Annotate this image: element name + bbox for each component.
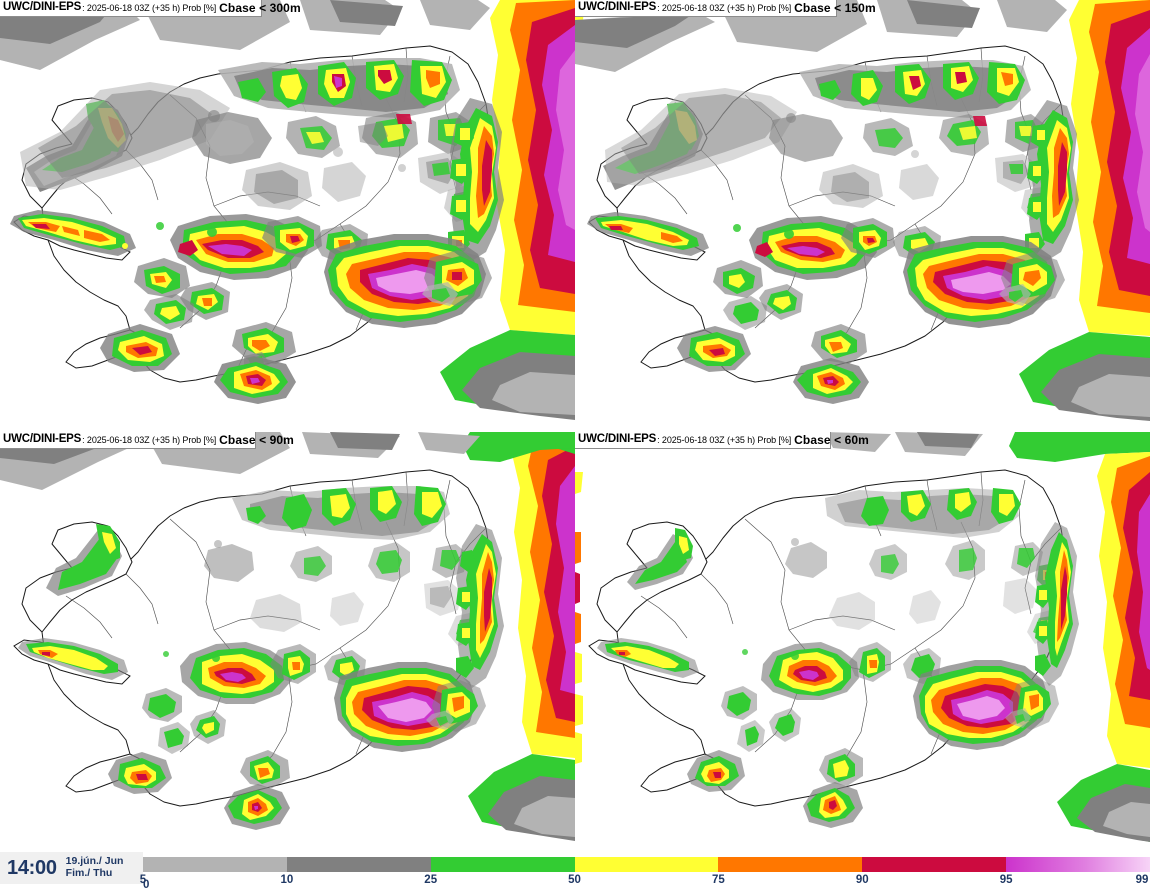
- run-label: : 2025-06-18 03Z (+35 h) Prob [%]: [82, 2, 217, 13]
- field-label: Cbase < 90m: [219, 433, 294, 447]
- valid-time-clock: 14:00: [7, 856, 57, 879]
- colorbar-segment-50-75: [574, 857, 719, 872]
- field-label: Cbase < 60m: [794, 433, 869, 447]
- colorbar-tick-90: 90: [855, 874, 869, 886]
- colorbar-gradient-strip: [143, 857, 1150, 872]
- colorbar-segment-95-99: [1006, 857, 1150, 872]
- colorbar-tick-5: 5: [139, 874, 147, 886]
- run-label: : 2025-06-18 03Z (+35 h) Prob [%]: [657, 434, 792, 445]
- model-label: UWC/DINI-EPS: [3, 1, 82, 14]
- colorbar-tick-50: 50: [568, 874, 581, 886]
- colorbar-tick-75: 75: [712, 874, 725, 886]
- probability-colorbar: 0 5 10 25 50 75 90 95 99: [139, 857, 1150, 891]
- colorbar-segment-10-25: [286, 857, 431, 872]
- map-canvas-cbase-90m: [0, 432, 575, 852]
- model-label: UWC/DINI-EPS: [3, 433, 82, 446]
- panel-title-cbase-300m: UWC/DINI-EPS : 2025-06-18 03Z (+35 h) Pr…: [0, 0, 301, 17]
- colorbar-ticks: 5 10 25 50 75 90 95 99: [139, 874, 1150, 890]
- colorbar-tick-25: 25: [424, 874, 438, 886]
- map-canvas-cbase-150m: [575, 0, 1150, 428]
- valid-time-date: 19.jún./ Jun Fim./ Thu: [65, 855, 124, 880]
- panel-title-cbase-90m: UWC/DINI-EPS : 2025-06-18 03Z (+35 h) Pr…: [0, 432, 294, 449]
- field-label: Cbase < 300m: [219, 1, 301, 15]
- legend-bar: 14:00 19.jún./ Jun Fim./ Thu 0 5 10 25 50 75…: [0, 852, 1150, 891]
- valid-weekday-line: Fim./ Thu: [65, 867, 113, 879]
- colorbar-segment-75-90: [718, 857, 863, 872]
- map-panel-cbase-90m[interactable]: UWC/DINI-EPS : 2025-06-18 03Z (+35 h) Pr…: [0, 432, 575, 852]
- model-label: UWC/DINI-EPS: [578, 433, 657, 446]
- colorbar-segment-90-95: [862, 857, 1007, 872]
- run-label: : 2025-06-18 03Z (+35 h) Prob [%]: [82, 434, 217, 445]
- panel-title-cbase-150m: UWC/DINI-EPS : 2025-06-18 03Z (+35 h) Pr…: [575, 0, 876, 17]
- colorbar-tick-99: 99: [1135, 874, 1149, 886]
- model-label: UWC/DINI-EPS: [578, 1, 657, 14]
- valid-time-block: 14:00 19.jún./ Jun Fim./ Thu: [0, 852, 143, 884]
- map-canvas-cbase-300m: [0, 0, 575, 428]
- colorbar-tick-0: 0: [143, 879, 150, 891]
- colorbar-tick-95: 95: [999, 874, 1013, 886]
- run-label: : 2025-06-18 03Z (+35 h) Prob [%]: [657, 2, 792, 13]
- map-canvas-cbase-60m: [575, 432, 1150, 852]
- map-panel-cbase-60m[interactable]: UWC/DINI-EPS : 2025-06-18 03Z (+35 h) Pr…: [575, 432, 1150, 852]
- valid-date-line: 19.jún./ Jun: [65, 855, 124, 868]
- colorbar-segment-5-10: [143, 857, 287, 872]
- colorbar-segment-25-50: [430, 857, 575, 872]
- map-panel-cbase-150m[interactable]: UWC/DINI-EPS : 2025-06-18 03Z (+35 h) Pr…: [575, 0, 1150, 428]
- map-panel-cbase-300m[interactable]: UWC/DINI-EPS : 2025-06-18 03Z (+35 h) Pr…: [0, 0, 575, 428]
- panel-title-cbase-60m: UWC/DINI-EPS : 2025-06-18 03Z (+35 h) Pr…: [575, 432, 869, 449]
- field-label: Cbase < 150m: [794, 1, 876, 15]
- colorbar-tick-10: 10: [280, 874, 294, 886]
